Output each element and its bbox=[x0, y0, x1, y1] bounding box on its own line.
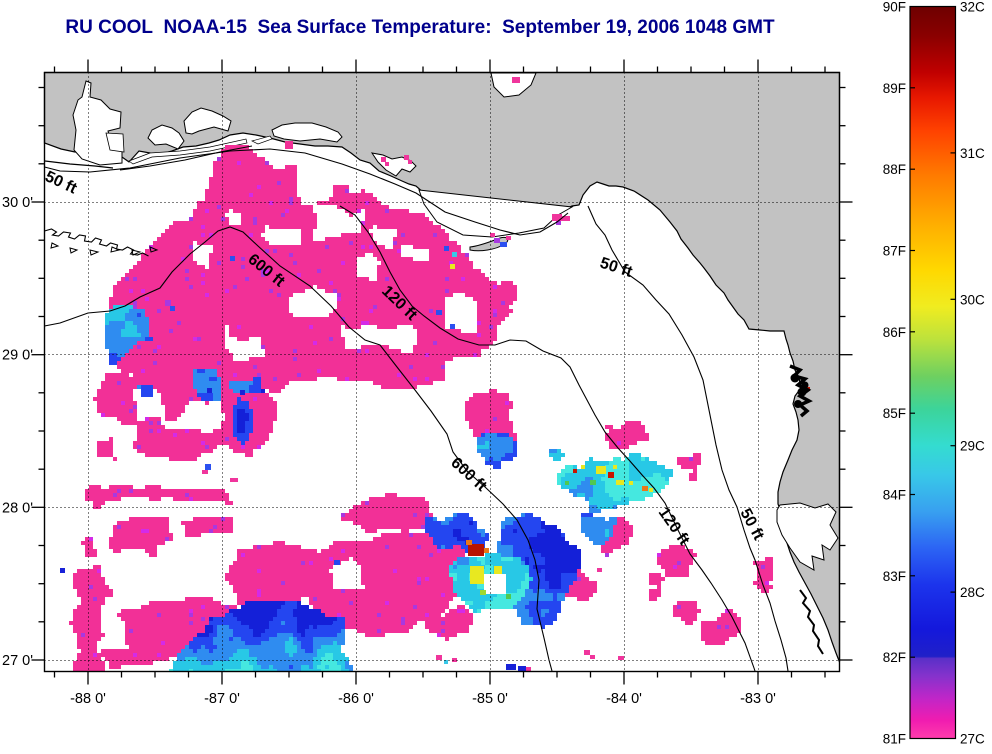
svg-text:81F: 81F bbox=[883, 732, 906, 747]
svg-text:32C: 32C bbox=[960, 0, 985, 15]
svg-text:-83 0': -83 0' bbox=[740, 691, 776, 707]
svg-text:50 ft: 50 ft bbox=[736, 506, 767, 544]
svg-text:84F: 84F bbox=[883, 488, 906, 503]
svg-text:RU COOL NOAA-15 Sea Surface: RU COOL NOAA-15 Sea Surface Temperature:… bbox=[65, 17, 775, 38]
svg-text:-87 0': -87 0' bbox=[204, 691, 240, 707]
svg-text:50 ft: 50 ft bbox=[598, 255, 635, 282]
svg-text:86F: 86F bbox=[883, 325, 906, 340]
svg-text:29 0': 29 0' bbox=[2, 348, 33, 364]
svg-text:-84 0': -84 0' bbox=[606, 691, 642, 707]
svg-text:29C: 29C bbox=[960, 439, 985, 454]
svg-text:30 0': 30 0' bbox=[2, 195, 33, 211]
svg-text:87F: 87F bbox=[883, 244, 906, 259]
svg-text:85F: 85F bbox=[883, 406, 906, 421]
svg-text:120 ft: 120 ft bbox=[655, 505, 693, 550]
svg-text:-86 0': -86 0' bbox=[338, 691, 374, 707]
svg-text:50 ft: 50 ft bbox=[42, 168, 80, 198]
svg-text:600 ft: 600 ft bbox=[447, 454, 490, 495]
svg-text:28C: 28C bbox=[960, 585, 985, 600]
svg-text:-88 0': -88 0' bbox=[70, 691, 106, 707]
svg-text:-85 0': -85 0' bbox=[472, 691, 508, 707]
svg-text:30C: 30C bbox=[960, 292, 985, 307]
svg-text:90F: 90F bbox=[883, 0, 906, 15]
svg-text:28 0': 28 0' bbox=[2, 500, 33, 516]
svg-text:83F: 83F bbox=[883, 569, 906, 584]
svg-text:88F: 88F bbox=[883, 162, 906, 177]
svg-text:31C: 31C bbox=[960, 146, 985, 161]
svg-text:27 0': 27 0' bbox=[2, 653, 33, 669]
svg-text:27C: 27C bbox=[960, 732, 985, 747]
svg-text:89F: 89F bbox=[883, 81, 906, 96]
svg-text:82F: 82F bbox=[883, 650, 906, 665]
